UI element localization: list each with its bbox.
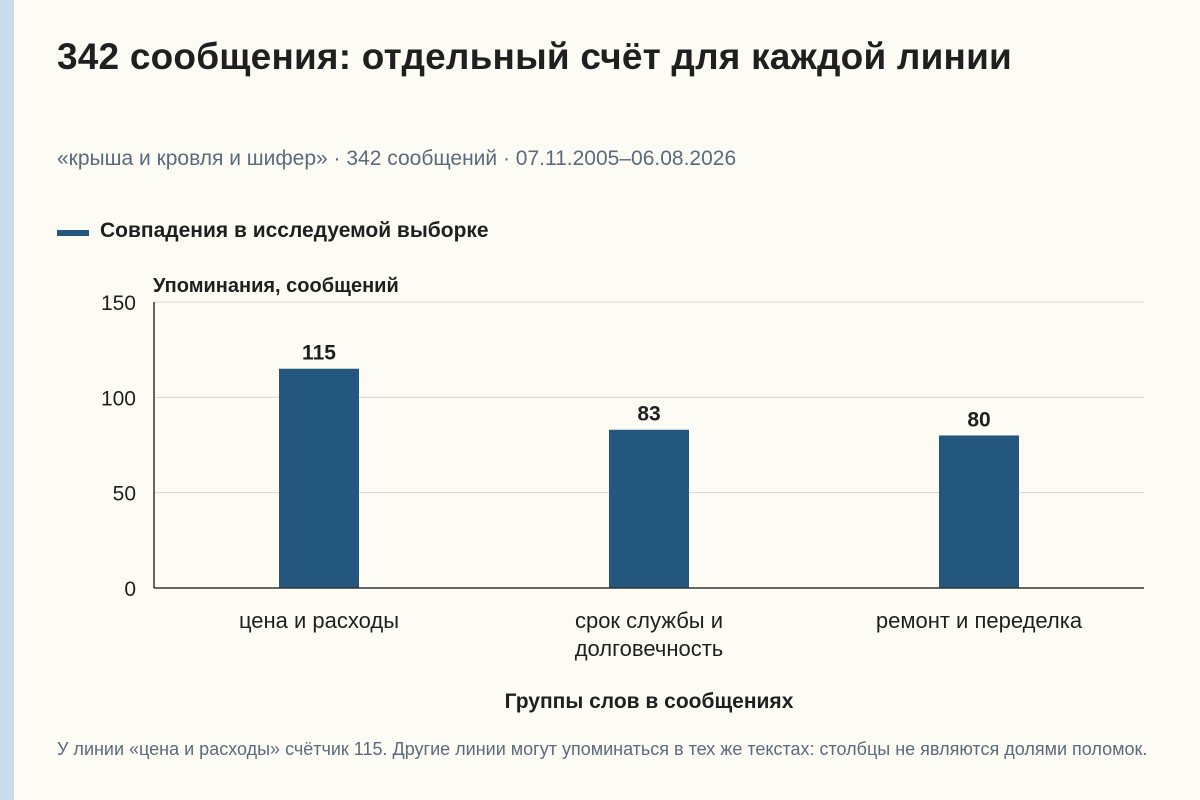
chart-title: 342 сообщения: отдельный счёт для каждой…	[57, 36, 1012, 77]
x-tick-label: долговечность	[575, 636, 724, 661]
y-tick-label: 50	[113, 483, 136, 506]
legend-label: Совпадения в исследуемой выборке	[100, 219, 489, 242]
bars: 115 83 80	[279, 342, 1019, 588]
x-tick-label: цена и расходы	[239, 608, 399, 633]
chart-subtitle: «крыша и кровля и шифер» · 342 сообщений…	[57, 147, 737, 170]
axes: 0 50 100 150 цена и расходы срок службы и долг…	[101, 292, 1144, 661]
data-label: 115	[302, 342, 336, 365]
y-tick-label: 150	[101, 292, 136, 315]
bar-1	[609, 429, 689, 588]
x-axis-title: Группы слов в сообщениях	[505, 690, 794, 713]
bar-2	[939, 435, 1019, 588]
x-tick-label: ремонт и переделка	[876, 608, 1083, 633]
footnote: У линии «цена и расходы» счётчик 115. Др…	[57, 739, 1148, 759]
data-label: 83	[637, 403, 660, 426]
bar-chart: Упоминания, сообщений 115 83 80 0 50 100 150 ц…	[101, 275, 1144, 713]
legend: Совпадения в исследуемой выборке	[57, 219, 489, 243]
data-label: 80	[967, 408, 990, 431]
side-accent-strip	[0, 0, 14, 800]
x-tick-label: срок службы и	[575, 608, 723, 633]
y-tick-label: 100	[101, 387, 136, 410]
y-tick-label: 0	[124, 578, 136, 601]
y-axis-title: Упоминания, сообщений	[153, 275, 399, 297]
bar-0	[279, 368, 359, 588]
legend-swatch	[57, 230, 89, 236]
